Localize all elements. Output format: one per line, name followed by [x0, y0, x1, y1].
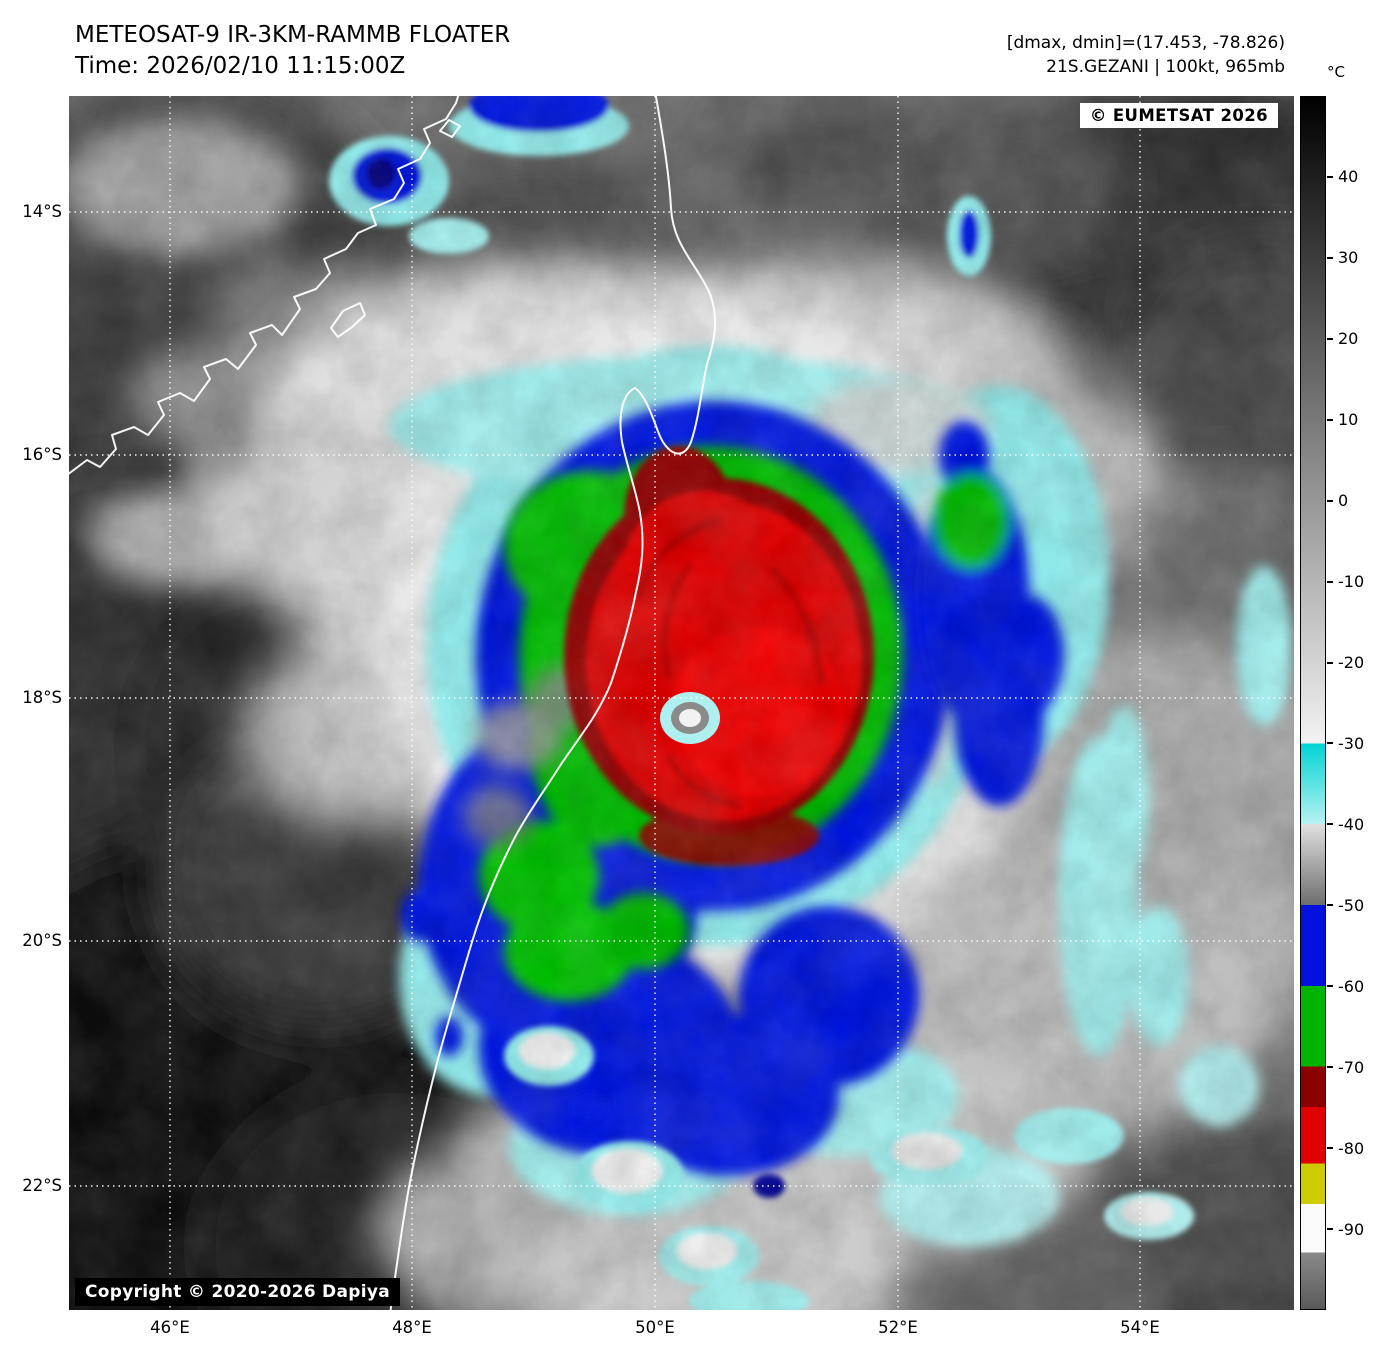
colorbar-tick-label: 20 [1338, 329, 1359, 349]
colorbar-tick-label: 40 [1338, 167, 1359, 187]
lon-label: 54°E [1120, 1318, 1160, 1337]
colorbar-tick: 40 [1327, 167, 1359, 187]
lat-label: 22°S [22, 1176, 62, 1195]
colorbar-tick: -50 [1327, 895, 1365, 915]
lat-label: 16°S [22, 445, 62, 464]
colorbar-tick: -90 [1327, 1219, 1365, 1239]
tick-mark [1327, 661, 1333, 664]
tick-mark [1327, 985, 1333, 988]
colorbar-tick-label: -80 [1338, 1138, 1365, 1158]
colorbar-tick: 0 [1327, 491, 1349, 511]
tick-mark [1327, 418, 1333, 421]
colorbar-tick: -60 [1327, 976, 1365, 996]
colorbar-tick: -20 [1327, 653, 1365, 673]
tick-mark [1327, 823, 1333, 826]
lat-label: 14°S [22, 202, 62, 221]
satellite-map: © EUMETSAT 2026 Copyright © 2020-2026 Da… [69, 96, 1294, 1310]
satellite-scene [69, 96, 1294, 1310]
tick-mark [1327, 337, 1333, 340]
tick-mark [1327, 904, 1333, 907]
colorbar-tick: 20 [1327, 329, 1359, 349]
colorbar-tick-label: -30 [1338, 733, 1365, 753]
colorbar-tick-label: -90 [1338, 1219, 1365, 1239]
product-title: METEOSAT-9 IR-3KM-RAMMB FLOATER [75, 22, 511, 48]
product-time: Time: 2026/02/10 11:15:00Z [75, 53, 406, 79]
lon-label: 52°E [878, 1318, 918, 1337]
colorbar-unit: °C [1327, 63, 1345, 81]
colorbar-tick-label: -50 [1338, 895, 1365, 915]
tick-mark [1327, 742, 1333, 745]
colorbar-tick: -70 [1327, 1057, 1365, 1077]
colorbar-tick: 30 [1327, 248, 1359, 268]
colorbar-tick: -10 [1327, 572, 1365, 592]
tick-mark [1327, 175, 1333, 178]
lon-label: 50°E [635, 1318, 675, 1337]
colorbar-tick-label: -40 [1338, 814, 1365, 834]
dmax-dmin-info: [dmax, dmin]=(17.453, -78.826) [1006, 33, 1285, 53]
colorbar-tick-label: -20 [1338, 653, 1365, 673]
colorbar-tick-label: -10 [1338, 572, 1365, 592]
cyclone-eye [660, 692, 720, 744]
colorbar [1300, 96, 1326, 1310]
coastline [69, 96, 717, 1310]
colorbar-tick: 10 [1327, 410, 1359, 430]
tick-mark [1327, 256, 1333, 259]
colorbar-tick: -80 [1327, 1138, 1365, 1158]
lon-label: 46°E [150, 1318, 190, 1337]
tick-mark [1327, 1228, 1333, 1231]
tick-mark [1327, 1147, 1333, 1150]
colorbar-tick-label: 10 [1338, 410, 1359, 430]
tick-mark [1327, 580, 1333, 583]
tick-mark [1327, 499, 1333, 502]
colorbar-tick-label: 30 [1338, 248, 1359, 268]
tick-mark [1327, 1066, 1333, 1069]
colorbar-tick-label: -70 [1338, 1057, 1365, 1077]
colorbar-tick: -30 [1327, 733, 1365, 753]
eumetsat-credit-badge: © EUMETSAT 2026 [1079, 103, 1278, 128]
copyright-badge: Copyright © 2020-2026 Dapiya [75, 1278, 400, 1306]
lon-label: 48°E [392, 1318, 432, 1337]
latlon-grid [69, 96, 1294, 1310]
colorbar-tick-label: -60 [1338, 976, 1365, 996]
lat-label: 20°S [22, 931, 62, 950]
colorbar-tick-label: 0 [1338, 491, 1349, 511]
colorbar-tick: -40 [1327, 814, 1365, 834]
storm-info: 21S.GEZANI | 100kt, 965mb [1046, 57, 1285, 77]
lat-label: 18°S [22, 688, 62, 707]
